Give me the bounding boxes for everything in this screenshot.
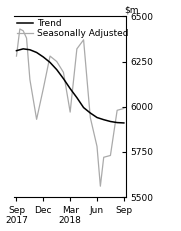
Trend [15,49,18,52]
Seasonally Adjusted [29,78,31,81]
Seasonally Adjusted [42,87,44,90]
Text: $m: $m [125,6,139,15]
Trend [42,56,44,58]
Trend [109,120,111,123]
Seasonally Adjusted [15,55,18,58]
Seasonally Adjusted [69,111,71,113]
Trend [123,122,125,124]
Seasonally Adjusted [123,107,125,110]
Seasonally Adjusted [103,156,105,159]
Seasonally Adjusted [89,116,91,119]
Seasonally Adjusted [76,48,78,50]
Legend: Trend, Seasonally Adjusted: Trend, Seasonally Adjusted [16,18,129,39]
Trend [103,118,105,121]
Seasonally Adjusted [26,37,28,40]
Trend [35,51,38,54]
Seasonally Adjusted [49,55,51,58]
Trend [56,68,58,71]
Trend [22,48,24,50]
Seasonally Adjusted [109,154,111,157]
Seasonally Adjusted [22,29,24,32]
Seasonally Adjusted [83,38,85,41]
Trend [62,77,65,80]
Seasonally Adjusted [96,145,98,148]
Trend [29,48,31,51]
Seasonally Adjusted [99,185,101,188]
Trend [76,96,78,99]
Seasonally Adjusted [116,109,118,112]
Trend [69,87,71,90]
Trend [49,61,51,64]
Trend [83,106,85,109]
Seasonally Adjusted [62,71,65,74]
Line: Seasonally Adjusted: Seasonally Adjusted [16,29,124,186]
Seasonally Adjusted [35,118,38,121]
Trend [116,121,118,124]
Trend [96,116,98,119]
Trend [89,112,91,114]
Seasonally Adjusted [56,60,58,63]
Seasonally Adjusted [19,27,21,30]
Line: Trend: Trend [16,49,124,123]
